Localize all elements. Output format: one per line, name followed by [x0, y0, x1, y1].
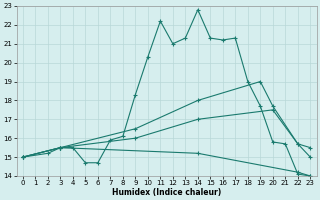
- X-axis label: Humidex (Indice chaleur): Humidex (Indice chaleur): [112, 188, 221, 197]
